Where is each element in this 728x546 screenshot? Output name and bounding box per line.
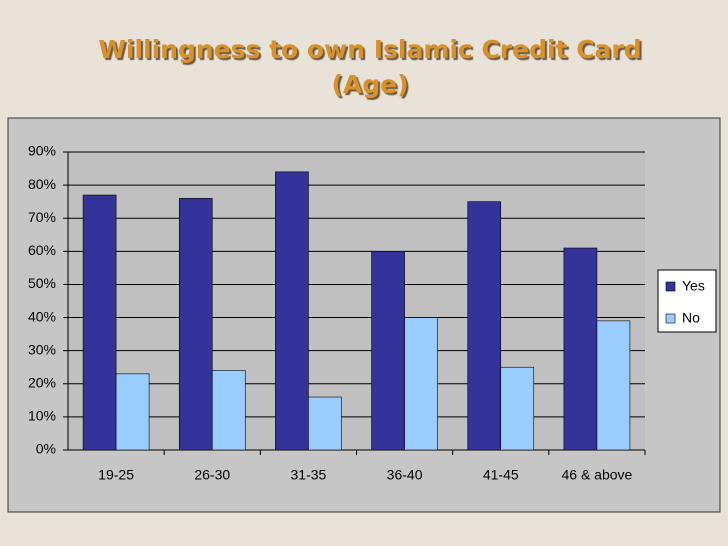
bar <box>371 251 405 451</box>
y-tick-label: 60% <box>28 242 56 258</box>
y-tick-label: 30% <box>28 341 56 357</box>
bar <box>563 247 598 451</box>
y-tick-label: 80% <box>28 176 56 192</box>
bar <box>211 370 246 451</box>
x-tick-label: 36-40 <box>387 467 423 483</box>
y-tick-label: 40% <box>28 308 56 324</box>
y-tick-label: 20% <box>28 374 56 390</box>
chart-title: Willingness to own Islamic Credit Card (… <box>98 35 642 99</box>
legend-label: Yes <box>682 278 705 294</box>
x-tick-label: 26-30 <box>194 467 230 483</box>
x-tick-label: 46 & above <box>561 467 632 483</box>
legend-swatch <box>665 313 676 324</box>
y-tick-label: 90% <box>28 143 56 159</box>
y-tick-label: 10% <box>28 408 56 424</box>
bar <box>404 317 438 451</box>
x-tick-label: 19-25 <box>98 467 134 483</box>
x-tick-label: 41-45 <box>483 467 519 483</box>
y-tick-label: 0% <box>36 441 56 457</box>
bar <box>275 171 309 451</box>
y-tick-label: 70% <box>28 209 56 225</box>
bar <box>596 320 631 451</box>
bar <box>467 201 502 451</box>
bar <box>500 366 535 451</box>
legend-label: No <box>682 310 700 326</box>
bar <box>82 194 117 451</box>
bar <box>115 373 150 451</box>
y-tick-label: 50% <box>28 275 56 291</box>
plot-area <box>68 152 645 450</box>
bar <box>308 396 342 451</box>
legend-swatch <box>665 281 676 292</box>
x-tick-label: 31-35 <box>291 467 327 483</box>
bar <box>178 198 213 451</box>
